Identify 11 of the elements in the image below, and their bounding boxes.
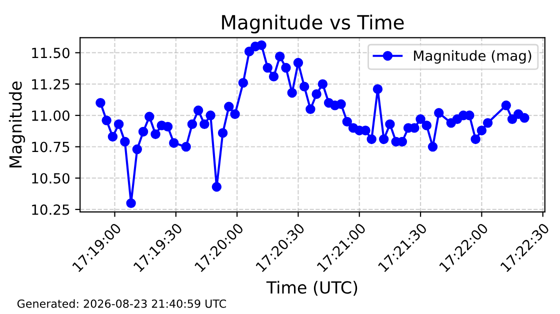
y-tick-label: 10.25: [32, 204, 70, 215]
text: Generated: 2026-08-23 21:40:59 UTC: [17, 299, 226, 308]
y-axis-title: Magnitude: [8, 82, 26, 168]
x-axis-title: Time (UTC): [266, 280, 358, 296]
y-tick-label: 11.50: [32, 48, 70, 58]
legend-label: Magnitude (mag): [414, 50, 532, 64]
y-tick-label: 10.50: [32, 173, 70, 184]
y-tick-label: 11.25: [32, 79, 70, 90]
chart-title: Magnitude vs Time: [222, 14, 404, 34]
y-tick-label: 10.75: [32, 142, 70, 152]
y-tick-label: 11.00: [32, 110, 70, 121]
